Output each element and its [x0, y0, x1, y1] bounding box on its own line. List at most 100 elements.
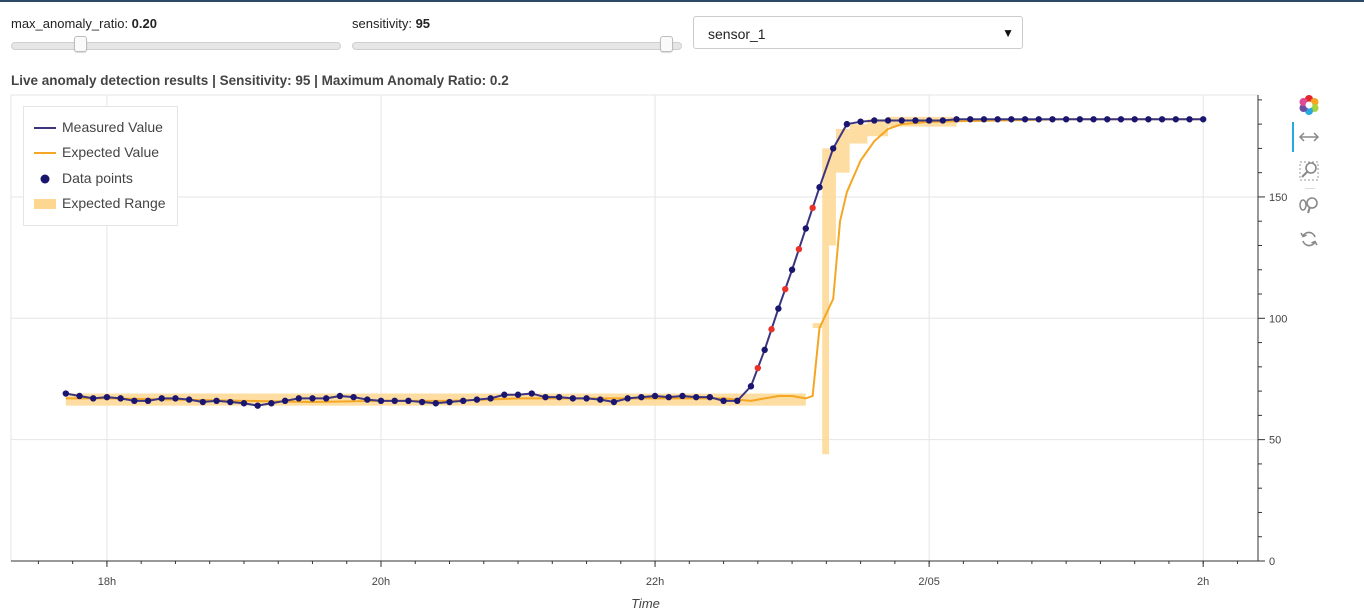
- data-point: [62, 390, 70, 397]
- data-point: [1158, 116, 1166, 123]
- data-point: [158, 395, 165, 402]
- data-point: [144, 397, 152, 405]
- data-point: [1104, 116, 1111, 123]
- expected-range-band: [812, 323, 823, 328]
- expected-value-line: [65, 118, 1204, 404]
- legend-measured-label: Measured Value: [62, 119, 163, 135]
- data-point: [268, 400, 275, 407]
- top-border: [0, 0, 1364, 2]
- reset-icon[interactable]: [1296, 226, 1322, 252]
- data-point: [418, 398, 426, 406]
- legend-range-label: Expected Range: [62, 195, 166, 211]
- data-point: [925, 117, 933, 124]
- data-point: [775, 305, 782, 312]
- max-anomaly-ratio-value: 0.20: [131, 16, 157, 31]
- data-point: [583, 395, 590, 402]
- x-tick-label: 2h: [1197, 576, 1209, 588]
- expected-range-band: [867, 119, 889, 137]
- data-point: [391, 397, 398, 405]
- data-point: [953, 116, 960, 123]
- data-point: [76, 392, 83, 400]
- sensitivity-track[interactable]: [352, 42, 682, 50]
- anomaly-point: [754, 364, 762, 372]
- data-point: [569, 395, 577, 402]
- data-point: [871, 117, 878, 124]
- expected-range-band: [822, 148, 830, 455]
- data-point: [1049, 116, 1056, 123]
- data-point: [1117, 116, 1125, 123]
- bokeh-logo-icon[interactable]: [1296, 92, 1322, 118]
- pan-icon[interactable]: [1296, 124, 1322, 150]
- box-zoom-icon[interactable]: [1296, 158, 1322, 184]
- data-point: [994, 116, 1001, 123]
- data-point: [1062, 116, 1070, 123]
- data-point: [679, 392, 686, 400]
- x-tick-label: 22h: [646, 576, 664, 588]
- data-point: [857, 118, 864, 125]
- data-point: [185, 396, 193, 403]
- data-point: [117, 395, 124, 402]
- x-tick-label: 18h: [98, 576, 116, 588]
- data-point: [802, 225, 809, 232]
- data-point: [967, 116, 974, 123]
- expected-range-band: [65, 393, 806, 406]
- anomaly-point: [809, 204, 816, 212]
- x-tick-label: 2/05: [918, 576, 939, 588]
- data-point: [597, 396, 604, 403]
- data-point: [1145, 116, 1152, 123]
- max-anomaly-ratio-track[interactable]: [11, 42, 341, 50]
- expected-range-band: [849, 124, 868, 144]
- anomaly-point: [795, 245, 803, 253]
- data-point: [843, 120, 851, 128]
- data-point: [829, 145, 837, 152]
- data-point: [1199, 116, 1207, 123]
- data-point: [377, 397, 385, 405]
- data-point: [364, 396, 371, 403]
- wheel-zoom-icon[interactable]: [1296, 192, 1322, 218]
- sensor-select[interactable]: sensor_1 ▼: [693, 16, 1023, 49]
- data-point: [213, 397, 220, 405]
- data-point: [227, 398, 234, 406]
- legend-range: Expected Range: [24, 194, 179, 214]
- chart-toolbar: [1292, 92, 1326, 252]
- data-point: [816, 184, 823, 191]
- data-point: [1090, 116, 1097, 123]
- data-point: [295, 395, 302, 402]
- data-point: [788, 266, 796, 273]
- data-point: [90, 395, 97, 402]
- y-tick-label: 100: [1269, 313, 1287, 325]
- anomaly-point: [782, 285, 789, 293]
- y-tick-label: 50: [1269, 435, 1281, 447]
- data-point: [103, 393, 111, 401]
- legend-measured: Measured Value: [24, 118, 179, 138]
- data-point: [692, 393, 700, 401]
- max-anomaly-ratio-handle[interactable]: [74, 36, 88, 52]
- data-point: [446, 398, 453, 406]
- data-point: [1021, 116, 1029, 123]
- data-point: [980, 116, 988, 123]
- toolbar-divider: [1305, 188, 1315, 189]
- sensitivity-handle[interactable]: [660, 36, 674, 52]
- legend-expected-label: Expected Value: [62, 144, 160, 160]
- expected-range-band: [835, 128, 850, 173]
- data-point: [555, 393, 563, 401]
- data-point: [638, 393, 645, 401]
- data-point: [624, 395, 631, 402]
- data-point: [281, 397, 289, 405]
- sensor-select-value: sensor_1: [708, 26, 766, 42]
- data-point: [487, 395, 494, 402]
- legend-points-label: Data points: [62, 170, 133, 186]
- max-anomaly-ratio-slider[interactable]: max_anomaly_ratio: 0.20: [11, 16, 341, 56]
- sensitivity-slider[interactable]: sensitivity: 95: [352, 16, 682, 56]
- data-point: [240, 400, 248, 407]
- data-point: [1186, 116, 1193, 123]
- legend-points: Data points: [24, 169, 179, 189]
- sensitivity-value: 95: [415, 16, 431, 31]
- data-point: [199, 398, 207, 406]
- anomaly-point: [768, 326, 775, 333]
- data-point: [460, 397, 467, 405]
- data-point: [542, 393, 549, 401]
- data-point: [898, 117, 905, 124]
- chevron-down-icon: ▼: [1002, 26, 1014, 40]
